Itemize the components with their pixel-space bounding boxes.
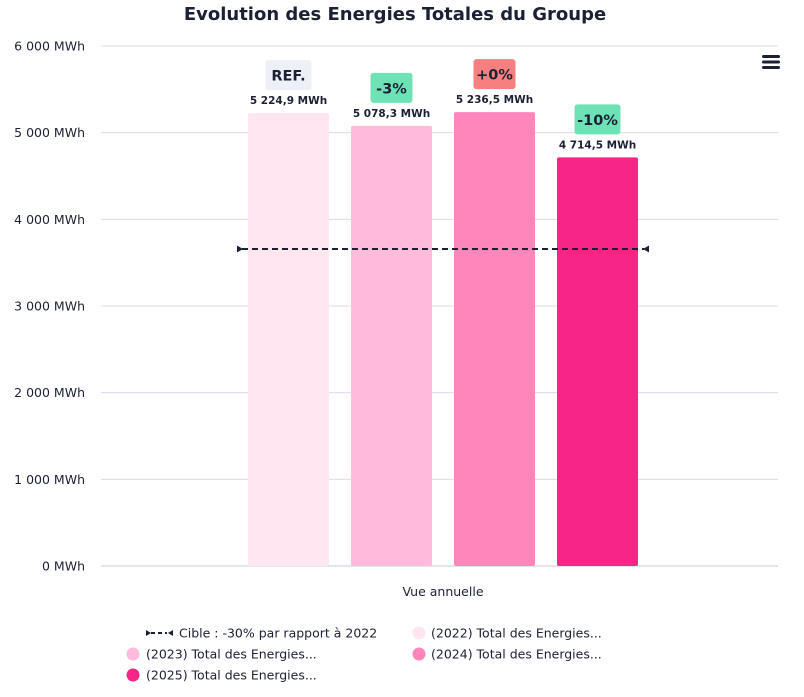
bars: [248, 112, 638, 567]
y-tick-label: 0 MWh: [42, 559, 85, 574]
value-label-2025: 4 714,5 MWh: [559, 139, 636, 151]
target-right-marker: [643, 245, 649, 253]
grid-lines: [101, 45, 778, 567]
badge-text: -10%: [577, 113, 618, 129]
y-tick-label: 2 000 MWh: [14, 385, 85, 400]
x-axis-category-label: Vue annuelle: [402, 584, 483, 599]
badge-background: [370, 72, 413, 103]
y-tick-label: 1 000 MWh: [14, 472, 85, 487]
badge-text: +0%: [476, 68, 513, 84]
legend-item[interactable]: (2024) Total des Energies...: [412, 647, 602, 662]
bar-2023: [351, 125, 432, 566]
legend-marker: [146, 630, 151, 636]
legend-dot-icon: [412, 647, 426, 661]
legend-item[interactable]: (2022) Total des Energies...: [412, 626, 602, 641]
data-labels: 5 224,9 MWh REF. 5 078,3 MWh -3% 5 236,5 MWh…: [250, 59, 636, 151]
bar-2024: [454, 112, 535, 567]
y-tick-label: 6 000 MWh: [14, 39, 85, 54]
legend: Cible : -30% par rapport à 2022 (2022) To…: [126, 626, 602, 683]
badge-background: [473, 59, 516, 90]
legend-label: (2023) Total des Energies...: [146, 647, 317, 662]
value-label-2024: 5 236,5 MWh: [456, 94, 533, 106]
legend-label: (2024) Total des Energies...: [431, 647, 602, 662]
target-left-marker: [237, 245, 243, 253]
legend-target-line-icon: [146, 630, 173, 636]
badge-background: [574, 104, 621, 135]
target-line: [237, 245, 649, 253]
y-tick-label: 3 000 MWh: [14, 299, 85, 314]
y-axis: 0 MWh 1 000 MWh 2 000 MWh 3 000 MWh 4 000 MW…: [14, 39, 85, 574]
badge-2023: -3%: [370, 72, 413, 103]
legend-item[interactable]: Cible : -30% par rapport à 2022: [146, 626, 377, 641]
legend-dot-icon: [126, 668, 140, 682]
chart-title: Evolution des Energies Totales du Groupe: [184, 4, 606, 25]
chart-menu-button[interactable]: [756, 50, 786, 74]
badge-text: -3%: [376, 81, 407, 97]
badge-text: REF.: [271, 69, 305, 85]
legend-label: (2025) Total des Energies...: [146, 668, 317, 683]
legend-dot-icon: [126, 647, 140, 661]
legend-item[interactable]: (2025) Total des Energies...: [126, 668, 317, 683]
bar-2022: [248, 113, 329, 567]
y-tick-label: 5 000 MWh: [14, 125, 85, 140]
bar-2025: [557, 157, 638, 566]
badge-2024: +0%: [473, 59, 516, 90]
hamburger-menu-icon: [762, 55, 780, 69]
badge-2025: -10%: [574, 104, 621, 135]
legend-dot-icon: [412, 626, 426, 640]
legend-item[interactable]: (2023) Total des Energies...: [126, 647, 317, 662]
legend-marker: [168, 630, 173, 636]
value-label-2022: 5 224,9 MWh: [250, 95, 327, 107]
badge-2022: REF.: [265, 60, 312, 91]
badge-background: [265, 60, 312, 91]
legend-label: (2022) Total des Energies...: [431, 626, 602, 641]
legend-label: Cible : -30% par rapport à 2022: [179, 626, 377, 641]
value-label-2023: 5 078,3 MWh: [353, 108, 430, 120]
y-tick-label: 4 000 MWh: [14, 212, 85, 227]
